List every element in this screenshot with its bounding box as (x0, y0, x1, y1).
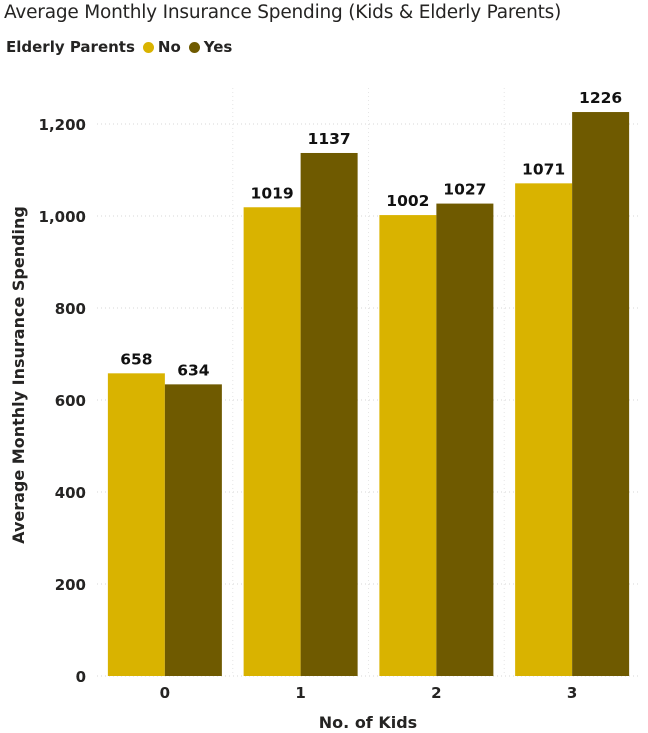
bar-yes-2[interactable] (436, 203, 494, 676)
bar-no-1[interactable] (243, 207, 301, 676)
y-axis-ticks: 0 200 400 600 800 1,000 1,200 (39, 116, 86, 686)
data-label-no-0: 658 (120, 350, 152, 368)
data-labels: 658 634 1019 1137 1002 1027 1071 1226 (120, 89, 622, 379)
y-tick-label-400: 400 (55, 484, 86, 502)
data-label-no-3: 1071 (522, 160, 565, 178)
bar-yes-0[interactable] (164, 384, 222, 676)
legend-label-yes: Yes (203, 38, 233, 56)
legend-item-yes[interactable]: Yes (188, 38, 233, 56)
x-tick-label-3: 3 (567, 684, 577, 702)
x-tick-label-2: 2 (431, 684, 441, 702)
legend-title: Elderly Parents (6, 38, 135, 56)
x-tick-label-0: 0 (160, 684, 170, 702)
data-label-yes-2: 1027 (443, 181, 486, 199)
bars (107, 112, 630, 677)
data-label-yes-3: 1226 (579, 89, 622, 107)
y-tick-label-800: 800 (55, 300, 86, 318)
x-axis-title: No. of Kids (319, 713, 417, 732)
legend-item-no[interactable]: No (142, 38, 181, 56)
data-label-no-2: 1002 (386, 192, 429, 210)
bar-yes-1[interactable] (300, 152, 358, 677)
y-tick-label-1200: 1,200 (39, 116, 86, 134)
data-label-yes-1: 1137 (308, 130, 351, 148)
y-axis-title: Average Monthly Insurance Spending (9, 206, 28, 544)
legend: Elderly Parents No Yes (6, 36, 240, 58)
x-tick-label-1: 1 (295, 684, 305, 702)
legend-label-no: No (157, 38, 181, 56)
data-label-yes-0: 634 (177, 361, 210, 379)
x-axis-ticks: 0 1 2 3 (160, 684, 578, 702)
y-tick-label-600: 600 (55, 392, 86, 410)
y-tick-label-0: 0 (76, 668, 86, 686)
bar-yes-3[interactable] (572, 112, 630, 677)
bar-no-3[interactable] (515, 183, 573, 676)
bar-no-2[interactable] (379, 215, 437, 676)
legend-marker-yes-icon (188, 41, 200, 53)
bar-no-0[interactable] (107, 373, 165, 676)
y-tick-label-200: 200 (55, 576, 86, 594)
chart-title: Average Monthly Insurance Spending (Kids… (4, 2, 562, 23)
y-tick-label-1000: 1,000 (39, 208, 86, 226)
data-label-no-1: 1019 (251, 184, 294, 202)
legend-marker-no-icon (142, 41, 154, 53)
